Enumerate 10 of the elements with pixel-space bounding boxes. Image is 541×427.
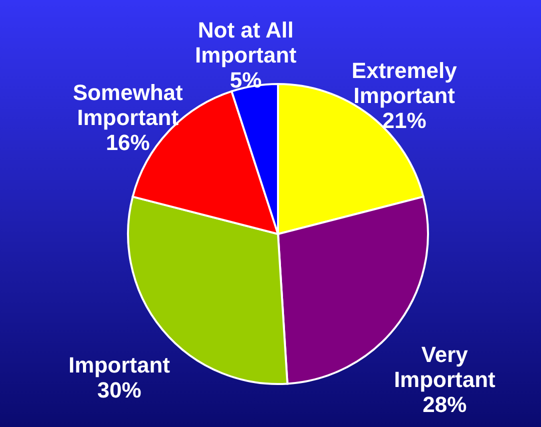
slice-label: Somewhat Important: [72, 80, 184, 130]
data-label: 30%: [97, 377, 142, 402]
slice-label: Very Important: [394, 342, 496, 392]
slice-label: Not at All Important: [195, 18, 298, 68]
slice-label: Extremely Important: [352, 58, 458, 108]
slice-label: Important: [68, 352, 171, 378]
data-label: 16%: [106, 130, 150, 155]
data-label: 28%: [422, 392, 467, 418]
data-label: 5%: [230, 68, 262, 93]
data-label: 21%: [382, 108, 426, 134]
